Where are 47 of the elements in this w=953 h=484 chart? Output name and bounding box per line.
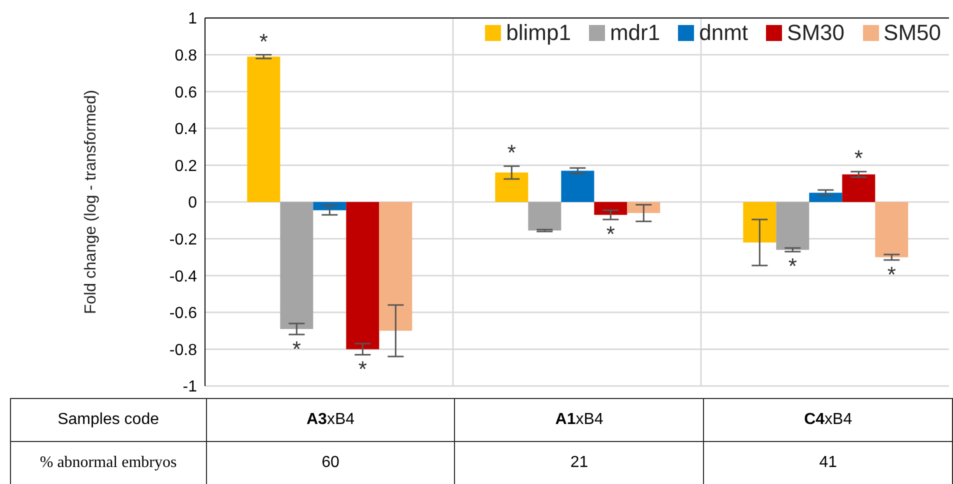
text: 41	[704, 442, 952, 484]
y-tick-label: 1	[188, 10, 198, 28]
y-tick-label: 0.6	[174, 84, 198, 102]
data-label: *	[887, 262, 896, 287]
bar	[842, 174, 876, 202]
data-label: *	[606, 221, 616, 246]
legend-label: blimp1	[506, 20, 571, 46]
y-tick-label: -0.8	[169, 342, 198, 359]
bar	[809, 192, 842, 202]
y-tick-label: 0.2	[174, 158, 198, 175]
legend-label: SM30	[787, 20, 845, 46]
text: 21	[454, 442, 704, 484]
y-tick-label: 0.4	[174, 121, 198, 138]
data-label: *	[358, 356, 368, 382]
bar	[379, 202, 412, 331]
bar	[776, 202, 810, 250]
y-tick-label: 0	[188, 194, 198, 212]
bar	[561, 170, 594, 202]
data-label: *	[788, 254, 798, 279]
bar	[495, 172, 528, 202]
y-tick-label: -0.2	[169, 231, 198, 248]
bar	[346, 202, 380, 350]
bar	[594, 202, 628, 215]
y-tick-label: -0.4	[169, 268, 198, 286]
data-label: *	[507, 140, 516, 166]
text: % abnormal embryos	[10, 442, 206, 484]
y-tick-label: 0.8	[174, 47, 198, 64]
y-axis-title: Fold change (log - transformed)	[82, 90, 100, 314]
bar	[627, 202, 660, 214]
bar	[875, 202, 908, 258]
legend-label: dnmt	[699, 20, 748, 46]
text: 60	[206, 442, 455, 484]
x-tick-label: C4xB4	[704, 398, 952, 442]
data-label: *	[854, 146, 864, 171]
data-label: *	[292, 336, 302, 362]
bar	[280, 202, 314, 329]
y-tick-label: -1	[182, 378, 198, 396]
text: Samples code	[10, 398, 206, 442]
bar	[743, 202, 776, 242]
bar	[528, 202, 562, 231]
bar	[247, 56, 280, 202]
x-tick-label: A3xB4	[206, 398, 455, 442]
y-tick-label: -0.6	[169, 305, 198, 322]
legend-label: SM50	[884, 20, 941, 46]
x-tick-label: A1xB4	[454, 398, 704, 442]
data-label: *	[259, 28, 268, 54]
legend-label: mdr1	[610, 20, 660, 46]
